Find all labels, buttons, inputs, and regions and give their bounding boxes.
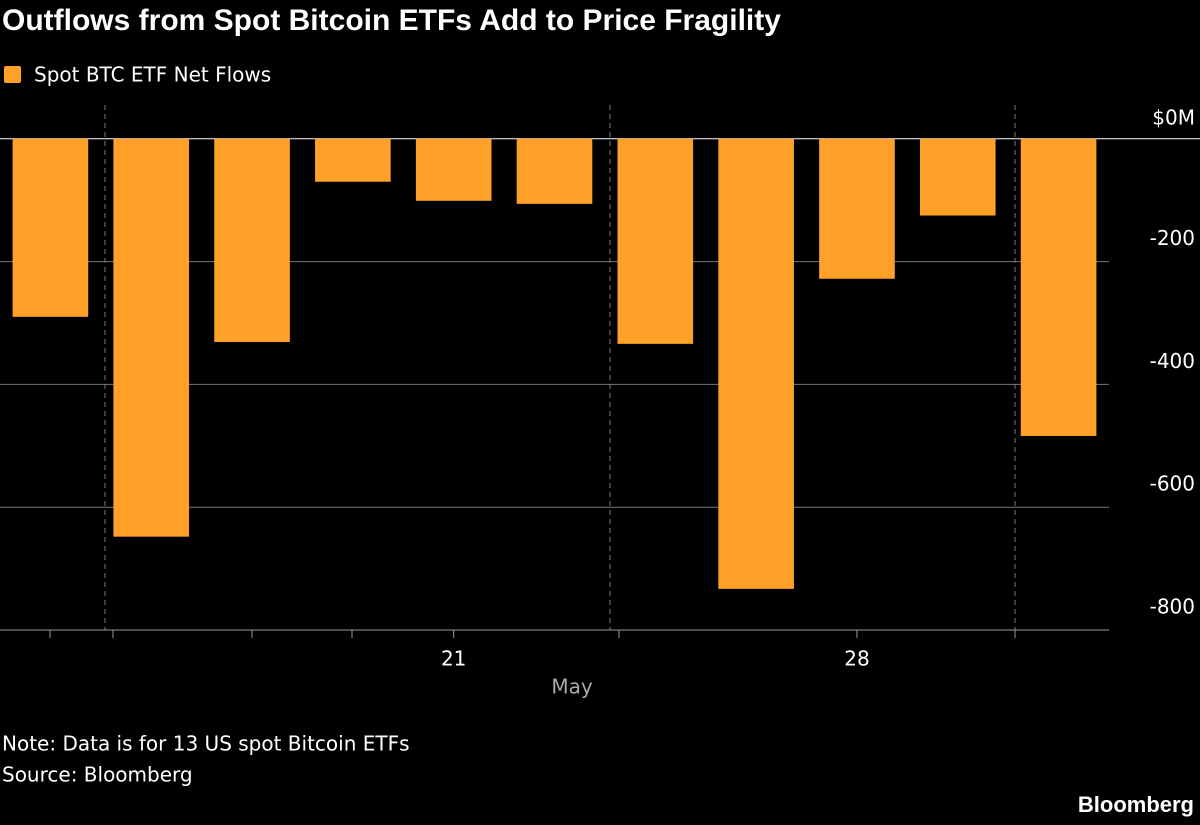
bar [415, 138, 492, 201]
legend-swatch [4, 66, 21, 83]
bar [113, 138, 190, 537]
note: Note: Data is for 13 US spot Bitcoin ETF… [2, 732, 410, 756]
bar [819, 138, 895, 279]
bar [315, 138, 391, 182]
y-tick-label: $0M [1152, 105, 1195, 129]
x-tick-label: 21 [441, 647, 466, 671]
brand: Bloomberg [1078, 792, 1194, 817]
legend-label: Spot BTC ETF Net Flows [34, 63, 271, 87]
chart-title: Outflows from Spot Bitcoin ETFs Add to P… [2, 4, 781, 37]
y-tick-label: -600 [1150, 472, 1195, 496]
bar [516, 138, 593, 204]
y-tick-label: -800 [1150, 595, 1195, 619]
bar [12, 138, 89, 317]
week-separators [104, 105, 1016, 630]
x-axis-label: May [551, 675, 593, 699]
bar [214, 138, 290, 343]
bar [919, 138, 996, 216]
y-tick-label: -400 [1150, 349, 1195, 373]
x-minor-ticks [49, 630, 1016, 638]
bar [617, 138, 694, 344]
x-tick-label: 28 [844, 647, 869, 671]
y-tick-label: -200 [1150, 226, 1195, 250]
bar [718, 138, 794, 589]
bar [1020, 138, 1097, 436]
source: Source: Bloomberg [2, 763, 193, 787]
